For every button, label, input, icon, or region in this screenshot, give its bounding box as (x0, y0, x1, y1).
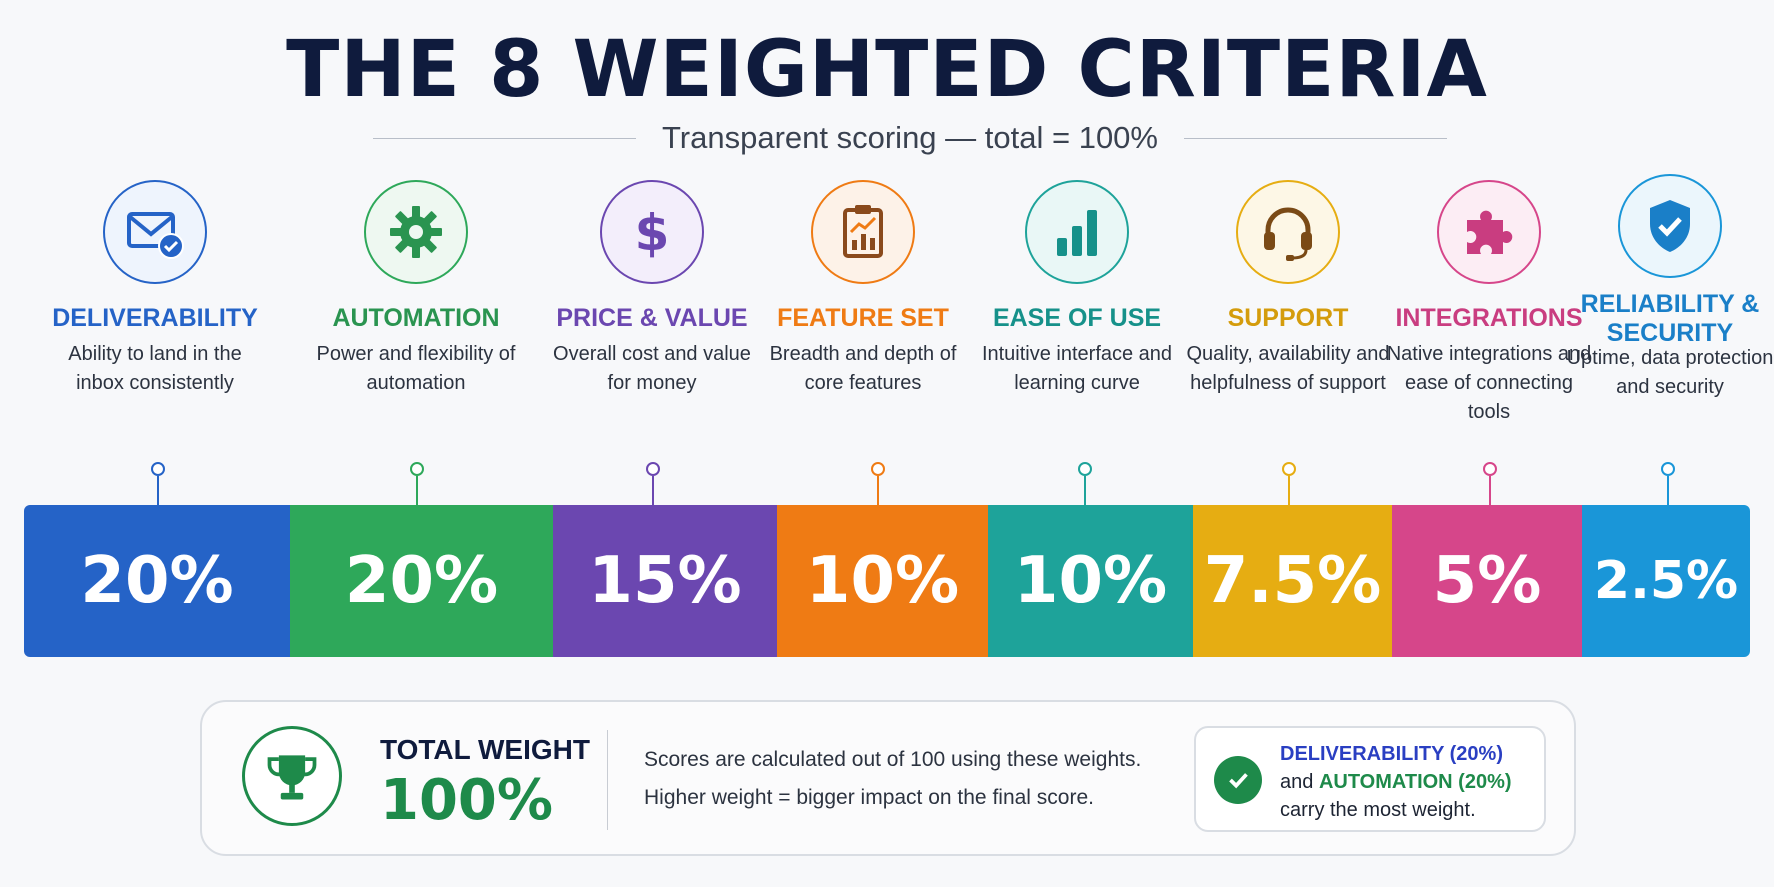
shield-check-icon (1618, 174, 1722, 278)
check-circle-icon (1214, 756, 1262, 804)
page-title: THE 8 WEIGHTED CRITERIA (286, 25, 1488, 115)
total-weight-value: 100% (380, 768, 554, 833)
criterion-desc: Intuitive interface and learning curve (981, 343, 1173, 394)
highlight-text: DELIVERABILITY (20%) and AUTOMATION (20%… (1280, 740, 1540, 824)
weight-bar-integrations: 5% (1392, 505, 1582, 657)
weight-bar-ease-of-use: 10% (988, 505, 1193, 657)
highlight-and: and (1280, 771, 1319, 793)
subtitle-row: Transparent scoring — total = 100% (373, 118, 1448, 158)
envelope-check-icon (103, 180, 207, 284)
criterion-name: PRICE & VALUE (556, 304, 748, 332)
criterion-automation: AUTOMATION Power and flexibility of auto… (311, 180, 521, 398)
criterion-name: DELIVERABILITY (52, 304, 258, 332)
weight-bar-deliverability: 20% (24, 505, 290, 657)
criterion-desc: Native integrations and ease of connecti… (1386, 343, 1592, 423)
criterion-reliability-security: RELIABILITY & SECURITY Uptime, data prot… (1565, 174, 1774, 402)
summary-divider (607, 730, 608, 830)
summary-panel: TOTAL WEIGHT 100% Scores are calculated … (200, 700, 1576, 856)
criterion-name: AUTOMATION (332, 304, 500, 332)
connector-pin (1282, 462, 1296, 508)
criterion-name: INTEGRATIONS (1395, 304, 1583, 332)
criterion-desc: Overall cost and value for money (553, 343, 751, 394)
page-subtitle: Transparent scoring — total = 100% (662, 120, 1158, 155)
subtitle-rule-right (1184, 137, 1448, 139)
bar-chart-icon (1025, 180, 1129, 284)
criterion-deliverability: DELIVERABILITY Ability to land in the in… (50, 180, 260, 398)
criterion-name: EASE OF USE (992, 304, 1162, 332)
scoring-note-line2: Higher weight = bigger impact on the fin… (644, 786, 1094, 809)
total-weight-label: TOTAL WEIGHT (380, 734, 590, 765)
weight-bar-reliability-security: 2.5% (1582, 505, 1750, 657)
criterion-feature-set: FEATURE SET Breadth and depth of core fe… (758, 180, 968, 398)
connector-pin (646, 462, 660, 508)
criterion-desc: Uptime, data protection and security (1566, 347, 1774, 398)
connector-pin (871, 462, 885, 508)
weight-bar-feature-set: 10% (777, 505, 988, 657)
trophy-icon (242, 726, 342, 826)
headset-icon (1236, 180, 1340, 284)
connector-pin (1078, 462, 1092, 508)
criterion-name: RELIABILITY & SECURITY (1580, 290, 1760, 347)
subtitle-rule-left (373, 137, 637, 139)
weight-bar-automation: 20% (290, 505, 553, 657)
criterion-ease-of-use: EASE OF USE Intuitive interface and lear… (972, 180, 1182, 398)
scoring-note-line1: Scores are calculated out of 100 using t… (644, 748, 1142, 771)
connector-pin (1483, 462, 1497, 508)
criterion-price-value: $ PRICE & VALUE Overall cost and value f… (547, 180, 757, 398)
svg-text:$: $ (635, 204, 670, 262)
criterion-desc: Ability to land in the inbox consistentl… (68, 343, 242, 394)
criterion-integrations: INTEGRATIONS Native integrations and eas… (1384, 180, 1594, 427)
dollar-icon: $ (600, 180, 704, 284)
criterion-name: FEATURE SET (777, 304, 949, 332)
criterion-desc: Breadth and depth of core features (769, 343, 957, 394)
criterion-desc: Quality, availability and helpfulness of… (1186, 343, 1390, 394)
connector-pin (151, 462, 165, 508)
gear-icon (364, 180, 468, 284)
highlight-automation: AUTOMATION (20%) (1318, 771, 1512, 793)
highlight-box: DELIVERABILITY (20%) and AUTOMATION (20%… (1194, 726, 1546, 832)
criterion-desc: Power and flexibility of automation (316, 343, 516, 394)
highlight-tail: carry the most weight. (1280, 799, 1476, 821)
clipboard-chart-icon (811, 180, 915, 284)
highlight-deliverability: DELIVERABILITY (20%) (1280, 743, 1503, 765)
weight-bar-price-value: 15% (553, 505, 777, 657)
criterion-name: SUPPORT (1227, 304, 1349, 332)
puzzle-icon (1437, 180, 1541, 284)
weight-bar-support: 7.5% (1193, 505, 1392, 657)
criterion-support: SUPPORT Quality, availability and helpfu… (1183, 180, 1393, 398)
connector-pin (1661, 462, 1675, 508)
connector-pin (410, 462, 424, 508)
